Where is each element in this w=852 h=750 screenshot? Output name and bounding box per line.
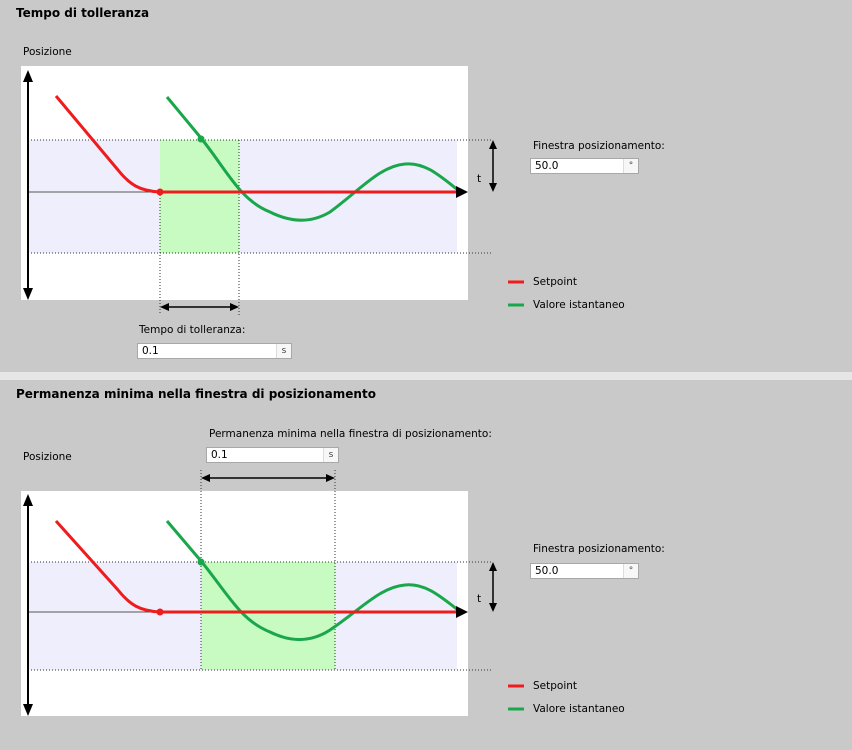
position-axis-label: Posizione [23, 46, 72, 58]
tolerance-time-section: Tempo di tolleranza Posizione [0, 0, 852, 372]
dwell-time-band [201, 562, 335, 670]
t-marker: t [477, 173, 482, 185]
positioning-window-label: Finestra posizionamento: [533, 543, 665, 555]
minimum-dwell-label: Permanenza minima nella finestra di posi… [209, 428, 492, 440]
time-axis-arrowhead [456, 186, 468, 198]
positioning-window-label: Finestra posizionamento: [533, 140, 665, 152]
positioning-window-field[interactable]: 50.0 ° [530, 158, 639, 174]
section-title-tolerance-time: Tempo di tolleranza [16, 6, 150, 20]
section-divider [0, 372, 852, 380]
tolerance-time-band [160, 140, 239, 253]
positioning-window-field[interactable]: 50.0 ° [530, 563, 639, 579]
minimum-dwell-diagram [21, 470, 524, 716]
time-axis-arrowhead [456, 606, 468, 618]
legend-setpoint-label: Setpoint [533, 680, 578, 692]
actual-value-curve [165, 96, 459, 222]
positioning-window-band [28, 140, 457, 253]
positioning-window-value[interactable]: 50.0 [535, 565, 559, 577]
tolerance-time-value[interactable]: 0.1 [142, 345, 159, 357]
actual-entry-point [197, 135, 205, 143]
positioning-window-value[interactable]: 50.0 [535, 160, 559, 172]
legend-actual-label: Valore istantaneo [533, 703, 625, 715]
position-axis-label: Posizione [23, 451, 72, 463]
minimum-dwell-field[interactable]: 0.1 s [206, 447, 339, 463]
minimum-dwell-section: Permanenza minima nella finestra di posi… [0, 380, 852, 750]
actual-value-curve [165, 520, 459, 642]
tolerance-time-diagram [21, 66, 524, 315]
tolerance-time-label: Tempo di tolleranza: [139, 324, 246, 336]
tolerance-time-field[interactable]: 0.1 s [137, 343, 292, 359]
actual-entry-point [197, 558, 205, 566]
seconds-unit: s [323, 448, 338, 462]
degree-unit: ° [623, 159, 638, 173]
section-title-minimum-dwell: Permanenza minima nella finestra di posi… [16, 387, 376, 401]
t-marker: t [477, 593, 482, 605]
degree-unit: ° [623, 564, 638, 578]
setpoint-target-point [156, 608, 164, 616]
setpoint-target-point [156, 188, 164, 196]
legend-setpoint-label: Setpoint [533, 276, 578, 288]
minimum-dwell-value[interactable]: 0.1 [211, 449, 228, 461]
legend-actual-label: Valore istantaneo [533, 299, 625, 311]
seconds-unit: s [276, 344, 291, 358]
